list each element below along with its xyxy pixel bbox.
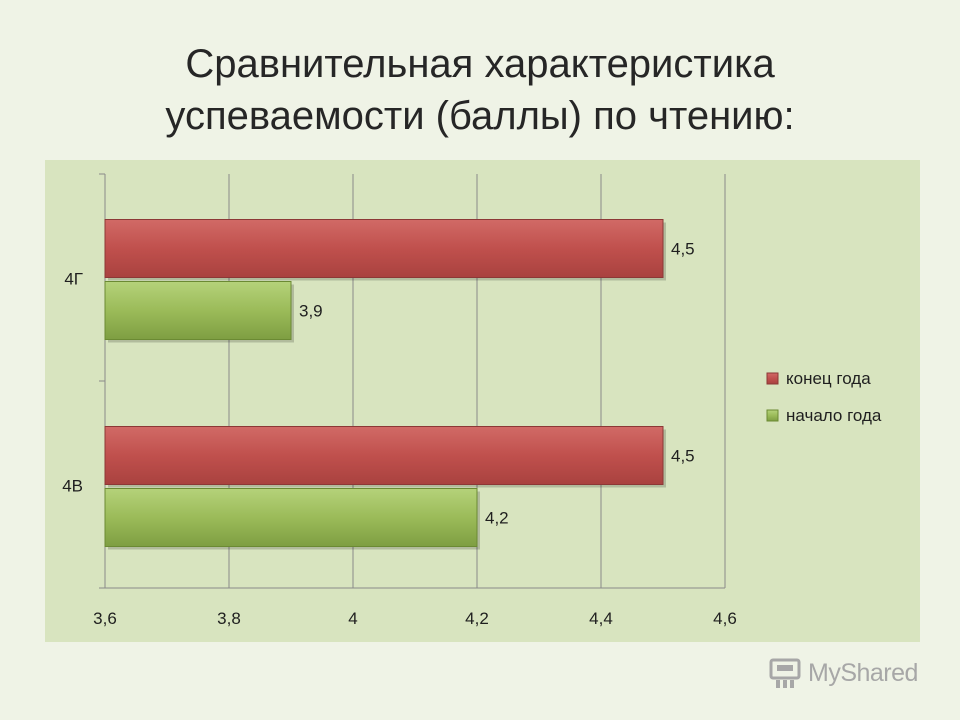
data-label: 3,9: [299, 302, 323, 321]
legend-swatch: [766, 409, 779, 422]
x-tick-label: 4,4: [589, 609, 613, 628]
watermark-text: MyShared: [808, 658, 918, 687]
x-tick-label: 4: [348, 609, 357, 628]
bar: [104, 219, 664, 278]
chart-title: Сравнительная характеристика успеваемост…: [0, 38, 960, 142]
bar: [104, 281, 292, 340]
legend-label: конец года: [786, 369, 871, 388]
y-category-label: 4В: [62, 477, 83, 496]
chart-panel: 3,6 3,8 4 4,2 4,4 4,6 4Г 4В 4,5 3,9 4,5 4,2 конец …: [45, 160, 920, 642]
data-label: 4,5: [671, 240, 695, 259]
y-category-label: 4Г: [64, 270, 83, 289]
legend-swatch: [766, 372, 779, 385]
bar: [104, 426, 664, 485]
bar: [104, 488, 478, 547]
data-label: 4,5: [671, 447, 695, 466]
watermark: MyShared: [768, 655, 918, 691]
title-line-2: успеваемости (баллы) по чтению:: [165, 94, 795, 138]
x-tick-label: 4,6: [713, 609, 737, 628]
x-tick-label: 4,2: [465, 609, 489, 628]
podium-icon: [769, 658, 801, 688]
data-label: 4,2: [485, 509, 509, 528]
title-line-1: Сравнительная характеристика: [185, 42, 775, 86]
legend-label: начало года: [786, 406, 882, 425]
chart: 3,6 3,8 4 4,2 4,4 4,6 4Г 4В 4,5 3,9 4,5 4,2 конец …: [62, 173, 882, 628]
x-tick-label: 3,6: [93, 609, 117, 628]
x-tick-label: 3,8: [217, 609, 241, 628]
